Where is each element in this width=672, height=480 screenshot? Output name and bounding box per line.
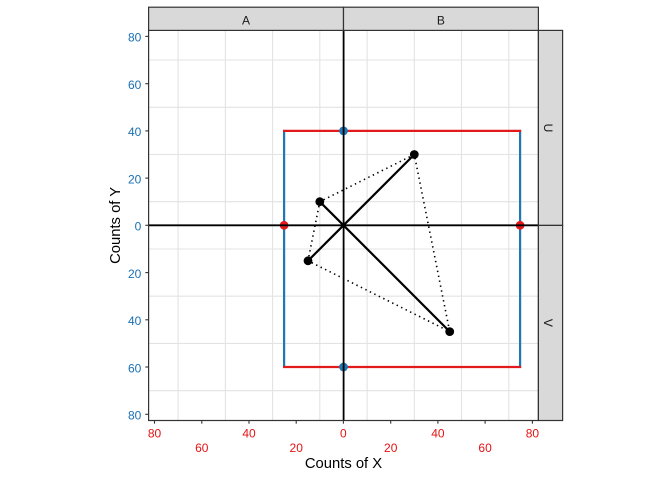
svg-text:60: 60 [128,361,142,375]
svg-text:40: 40 [128,314,142,328]
svg-text:60: 60 [195,441,209,455]
svg-text:Counts of X: Counts of X [305,456,382,472]
svg-text:80: 80 [128,31,142,45]
svg-text:0: 0 [340,426,347,440]
svg-text:A: A [242,14,250,28]
svg-text:60: 60 [128,78,142,92]
svg-text:40: 40 [431,426,445,440]
svg-text:20: 20 [128,172,142,186]
svg-text:Counts of Y: Counts of Y [108,187,124,264]
svg-text:40: 40 [242,426,256,440]
svg-text:20: 20 [384,441,398,455]
svg-text:80: 80 [148,426,162,440]
svg-text:20: 20 [290,441,304,455]
svg-text:0: 0 [135,220,142,234]
svg-text:60: 60 [478,441,492,455]
svg-text:80: 80 [526,426,540,440]
svg-text:20: 20 [128,267,142,281]
svg-text:80: 80 [128,409,142,423]
svg-text:U: U [541,124,555,133]
svg-text:V: V [541,319,555,327]
svg-text:40: 40 [128,125,142,139]
svg-text:B: B [437,14,445,28]
